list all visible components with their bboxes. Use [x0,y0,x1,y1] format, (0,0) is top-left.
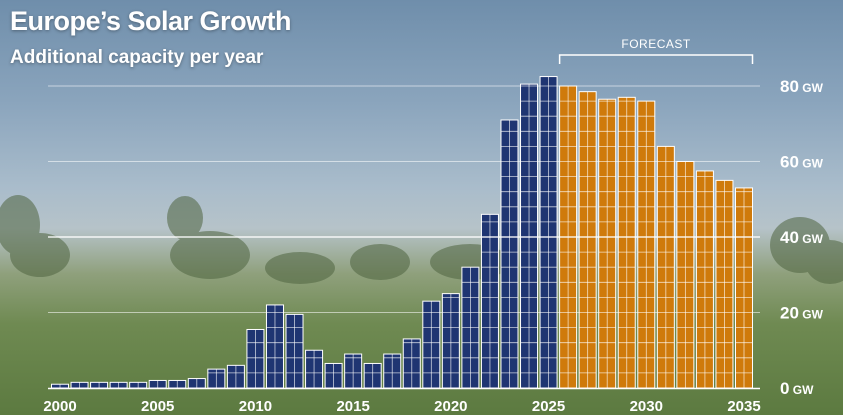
forecast-bar-2033 [695,170,714,389]
bar-2019 [422,300,441,389]
bar-2024 [520,83,539,389]
forecast-bar-2032 [676,161,695,389]
bar-2013 [305,349,324,389]
bar-2008 [207,368,226,389]
x-tick-label-2035: 2035 [727,398,760,415]
forecast-bracket [558,54,754,64]
bar-2010 [246,328,265,389]
y-tick-label-40: 40 GW [780,228,824,247]
bar-2018 [402,338,421,389]
forecast-bar-2028 [598,98,617,389]
x-tick-label-2030: 2030 [630,398,663,415]
bar-2004 [129,381,148,389]
bar-2006 [168,379,187,389]
forecast-label: FORECAST [621,37,691,51]
bar-2007 [187,378,206,389]
bar-2014 [324,362,343,389]
bar-2017 [383,353,402,389]
y-tick-label-0: 0 GW [780,379,814,398]
bar-2012 [285,313,304,389]
bar-2016 [363,362,382,389]
bar-2002 [90,381,109,389]
bar-2009 [226,364,245,389]
x-tick-label-2025: 2025 [532,398,565,415]
y-tick-label-20: 20 GW [780,304,824,323]
forecast-bar-2030 [637,100,656,389]
bar-2003 [109,381,128,389]
bar-2005 [148,379,167,389]
bar-2015 [344,353,363,389]
forecast-bar-2035 [735,187,753,389]
bar-2020 [441,293,460,389]
bar-2001 [70,381,89,389]
forecast-bar-2029 [617,96,636,389]
x-tick-label-2015: 2015 [336,398,369,415]
bar-2022 [480,213,499,389]
bar-2023 [500,119,519,389]
x-tick-label-2020: 2020 [434,398,467,415]
y-tick-label-60: 60 GW [780,153,824,172]
bar-2021 [461,266,480,389]
forecast-bar-2031 [656,145,675,389]
bar-2000 [51,383,69,389]
x-tick-label-2010: 2010 [239,398,272,415]
chart-subtitle: Additional capacity per year [10,47,264,68]
x-tick-label-2005: 2005 [141,398,174,415]
forecast-bar-2027 [578,91,597,389]
bar-2011 [265,304,284,389]
bar-2025 [539,76,558,389]
x-tick-label-2000: 2000 [43,398,76,415]
chart-title: Europe’s Solar Growth [10,6,292,36]
y-tick-label-80: 80 GW [780,77,824,96]
forecast-bar-2034 [715,179,734,389]
